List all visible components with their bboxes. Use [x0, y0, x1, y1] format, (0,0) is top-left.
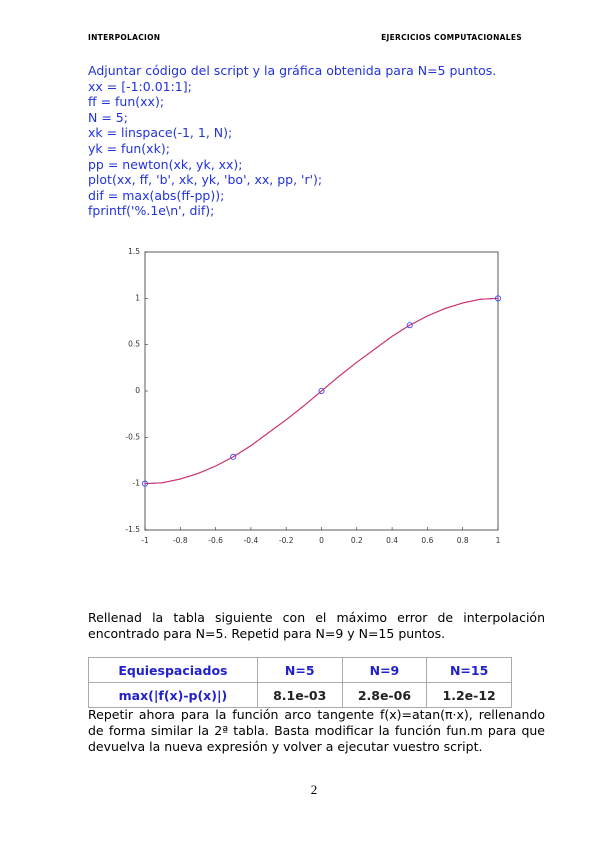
x-tick-label: -0.2: [279, 536, 294, 545]
header-left: INTERPOLACION: [88, 33, 161, 42]
y-tick-label: 1.5: [128, 247, 140, 256]
marker: [141, 480, 148, 487]
code-line: N = 5;: [88, 109, 128, 125]
intro: Adjuntar código del script y la gráfica …: [88, 63, 497, 78]
y-tick-label: 0.5: [128, 340, 140, 349]
code-line: dif = max(abs(ff-pp));: [88, 187, 225, 203]
x-tick-label: 0.4: [386, 536, 398, 545]
x-tick-label: -0.4: [244, 536, 259, 545]
x-tick-label: 0.2: [351, 536, 363, 545]
code-line: fprintf('%.1e\n', dif);: [88, 203, 215, 219]
marker: [318, 387, 325, 394]
header-cell: N=5: [256, 657, 343, 683]
page-number: 2: [310, 782, 318, 797]
x-tick-label: -0.8: [173, 536, 188, 545]
code-line: xx = [-1:0.01:1];: [88, 78, 192, 94]
cell: 8.1e-03: [256, 682, 343, 708]
paragraph: Repetir ahora para la función arco tange…: [88, 707, 545, 754]
code-line: plot(xx, ff, 'b', xk, yk, 'bo', xx, pp, …: [88, 172, 323, 188]
code-block: Adjuntar código del script y la gráfica …: [88, 63, 496, 219]
marker: [230, 453, 237, 460]
code-line: xk = linspace(-1, 1, N);: [88, 125, 233, 141]
code-line: pp = newton(xk, yk, xx);: [88, 156, 243, 172]
header-cell: Equiespaciados: [88, 657, 258, 683]
code-line: ff = fun(xx);: [88, 94, 165, 110]
y-tick-label: 1: [135, 293, 140, 302]
results-table: Equiespaciados N=5 N=9 N=15 max(|f(x)-p(…: [88, 657, 512, 708]
chart: -1 -0.8 -0.6 -0.4 -0.2 0 0.2 0.4 0.6 0.8 1-1.5-1-0…: [125, 247, 501, 545]
x-tick-label: 1: [496, 536, 501, 545]
code-line: yk = fun(xk);: [88, 140, 170, 156]
y-tick-label: -1: [133, 479, 141, 488]
header-cell: N=15: [426, 657, 512, 683]
y-tick-label: 0: [135, 386, 140, 395]
x-tick-label: -1: [141, 536, 149, 545]
x-tick-label: -0.6: [208, 536, 223, 545]
x-tick-label: 0: [319, 536, 324, 545]
x-tick-label: 0.6: [421, 536, 433, 545]
paragraph: Rellenad la tabla siguiente con el máxim…: [88, 610, 545, 641]
table-header: Equiespaciados N=5 N=9 N=15: [88, 657, 512, 683]
x-tick-label: 0.8: [457, 536, 469, 545]
cell: 1.2e-12: [426, 682, 512, 708]
curve: [144, 297, 499, 485]
row-label: max(|f(x)-p(x)|): [88, 682, 258, 708]
marker: [494, 295, 501, 302]
header-right: EJERCICIOS COMPUTACIONALES: [381, 33, 522, 42]
header-cell: N=9: [341, 657, 428, 683]
cell: 2.8e-06: [341, 682, 428, 708]
y-tick-label: -0.5: [125, 432, 140, 441]
y-tick-label: -1.5: [125, 525, 140, 534]
table-row: max(|f(x)-p(x)|) 8.1e-03 2.8e-06 1.2e-12: [88, 682, 512, 708]
marker: [406, 322, 413, 329]
